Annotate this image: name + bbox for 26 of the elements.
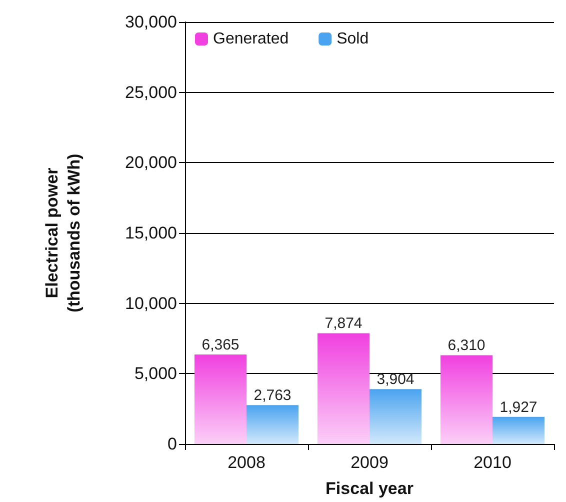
legend-label: Sold: [336, 30, 369, 48]
data-label: 6,310: [448, 337, 486, 354]
y-axis-title: Electrical power (thousands of kWh): [42, 154, 84, 312]
bar: [440, 355, 492, 444]
bar: [246, 405, 298, 444]
legend-label: Generated: [213, 30, 289, 48]
data-label: 7,874: [324, 315, 362, 332]
y-tick-label: 20,000: [125, 153, 177, 172]
data-label: 3,904: [376, 371, 414, 388]
x-tick-label: 2010: [474, 453, 512, 472]
x-tick-label: 2008: [228, 453, 266, 472]
bar: [370, 389, 422, 444]
bar: [194, 354, 246, 444]
bar: [492, 416, 544, 444]
bar: [318, 333, 370, 444]
y-tick-label: 30,000: [125, 12, 177, 32]
x-tick-label: 2009: [350, 453, 388, 472]
y-tick-label: 0: [168, 434, 177, 454]
data-label: 1,927: [500, 398, 538, 416]
y-tick-label: 10,000: [125, 294, 177, 313]
x-axis-title: Fiscal year: [326, 479, 414, 498]
data-label: 6,365: [202, 336, 240, 354]
y-tick-label: 15,000: [125, 224, 177, 242]
data-label: 2,763: [254, 387, 292, 404]
y-tick-label: 5,000: [134, 364, 177, 384]
y-tick-label: 25,000: [125, 82, 177, 102]
